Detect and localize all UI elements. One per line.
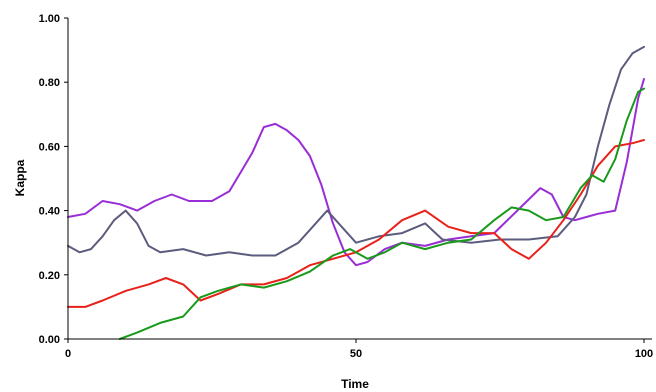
y-tick-label: 0.00 [39,334,60,346]
series-layer [67,45,645,340]
x-tick-label: 0 [65,348,71,360]
y-tick-label: 1.00 [39,13,60,25]
series-line-4 [118,87,645,340]
series-line-1 [67,78,645,267]
y-tick-label: 0.40 [39,206,60,218]
y-tick-label: 0.60 [39,141,60,153]
x-tick-label: 100 [635,348,653,360]
x-tick-label: 50 [350,348,362,360]
x-axis-ticks: 0 50 100 [65,339,653,360]
series-line-2 [67,45,645,257]
y-tick-label: 0.80 [39,77,60,89]
x-axis-title: Time [341,377,369,391]
y-tick-label: 0.20 [39,270,60,282]
y-axis-ticks: 0.00 0.20 0.40 0.60 0.80 1.00 [39,13,68,346]
y-axis-title: Kappa [13,159,27,196]
series-line-3 [67,139,645,308]
